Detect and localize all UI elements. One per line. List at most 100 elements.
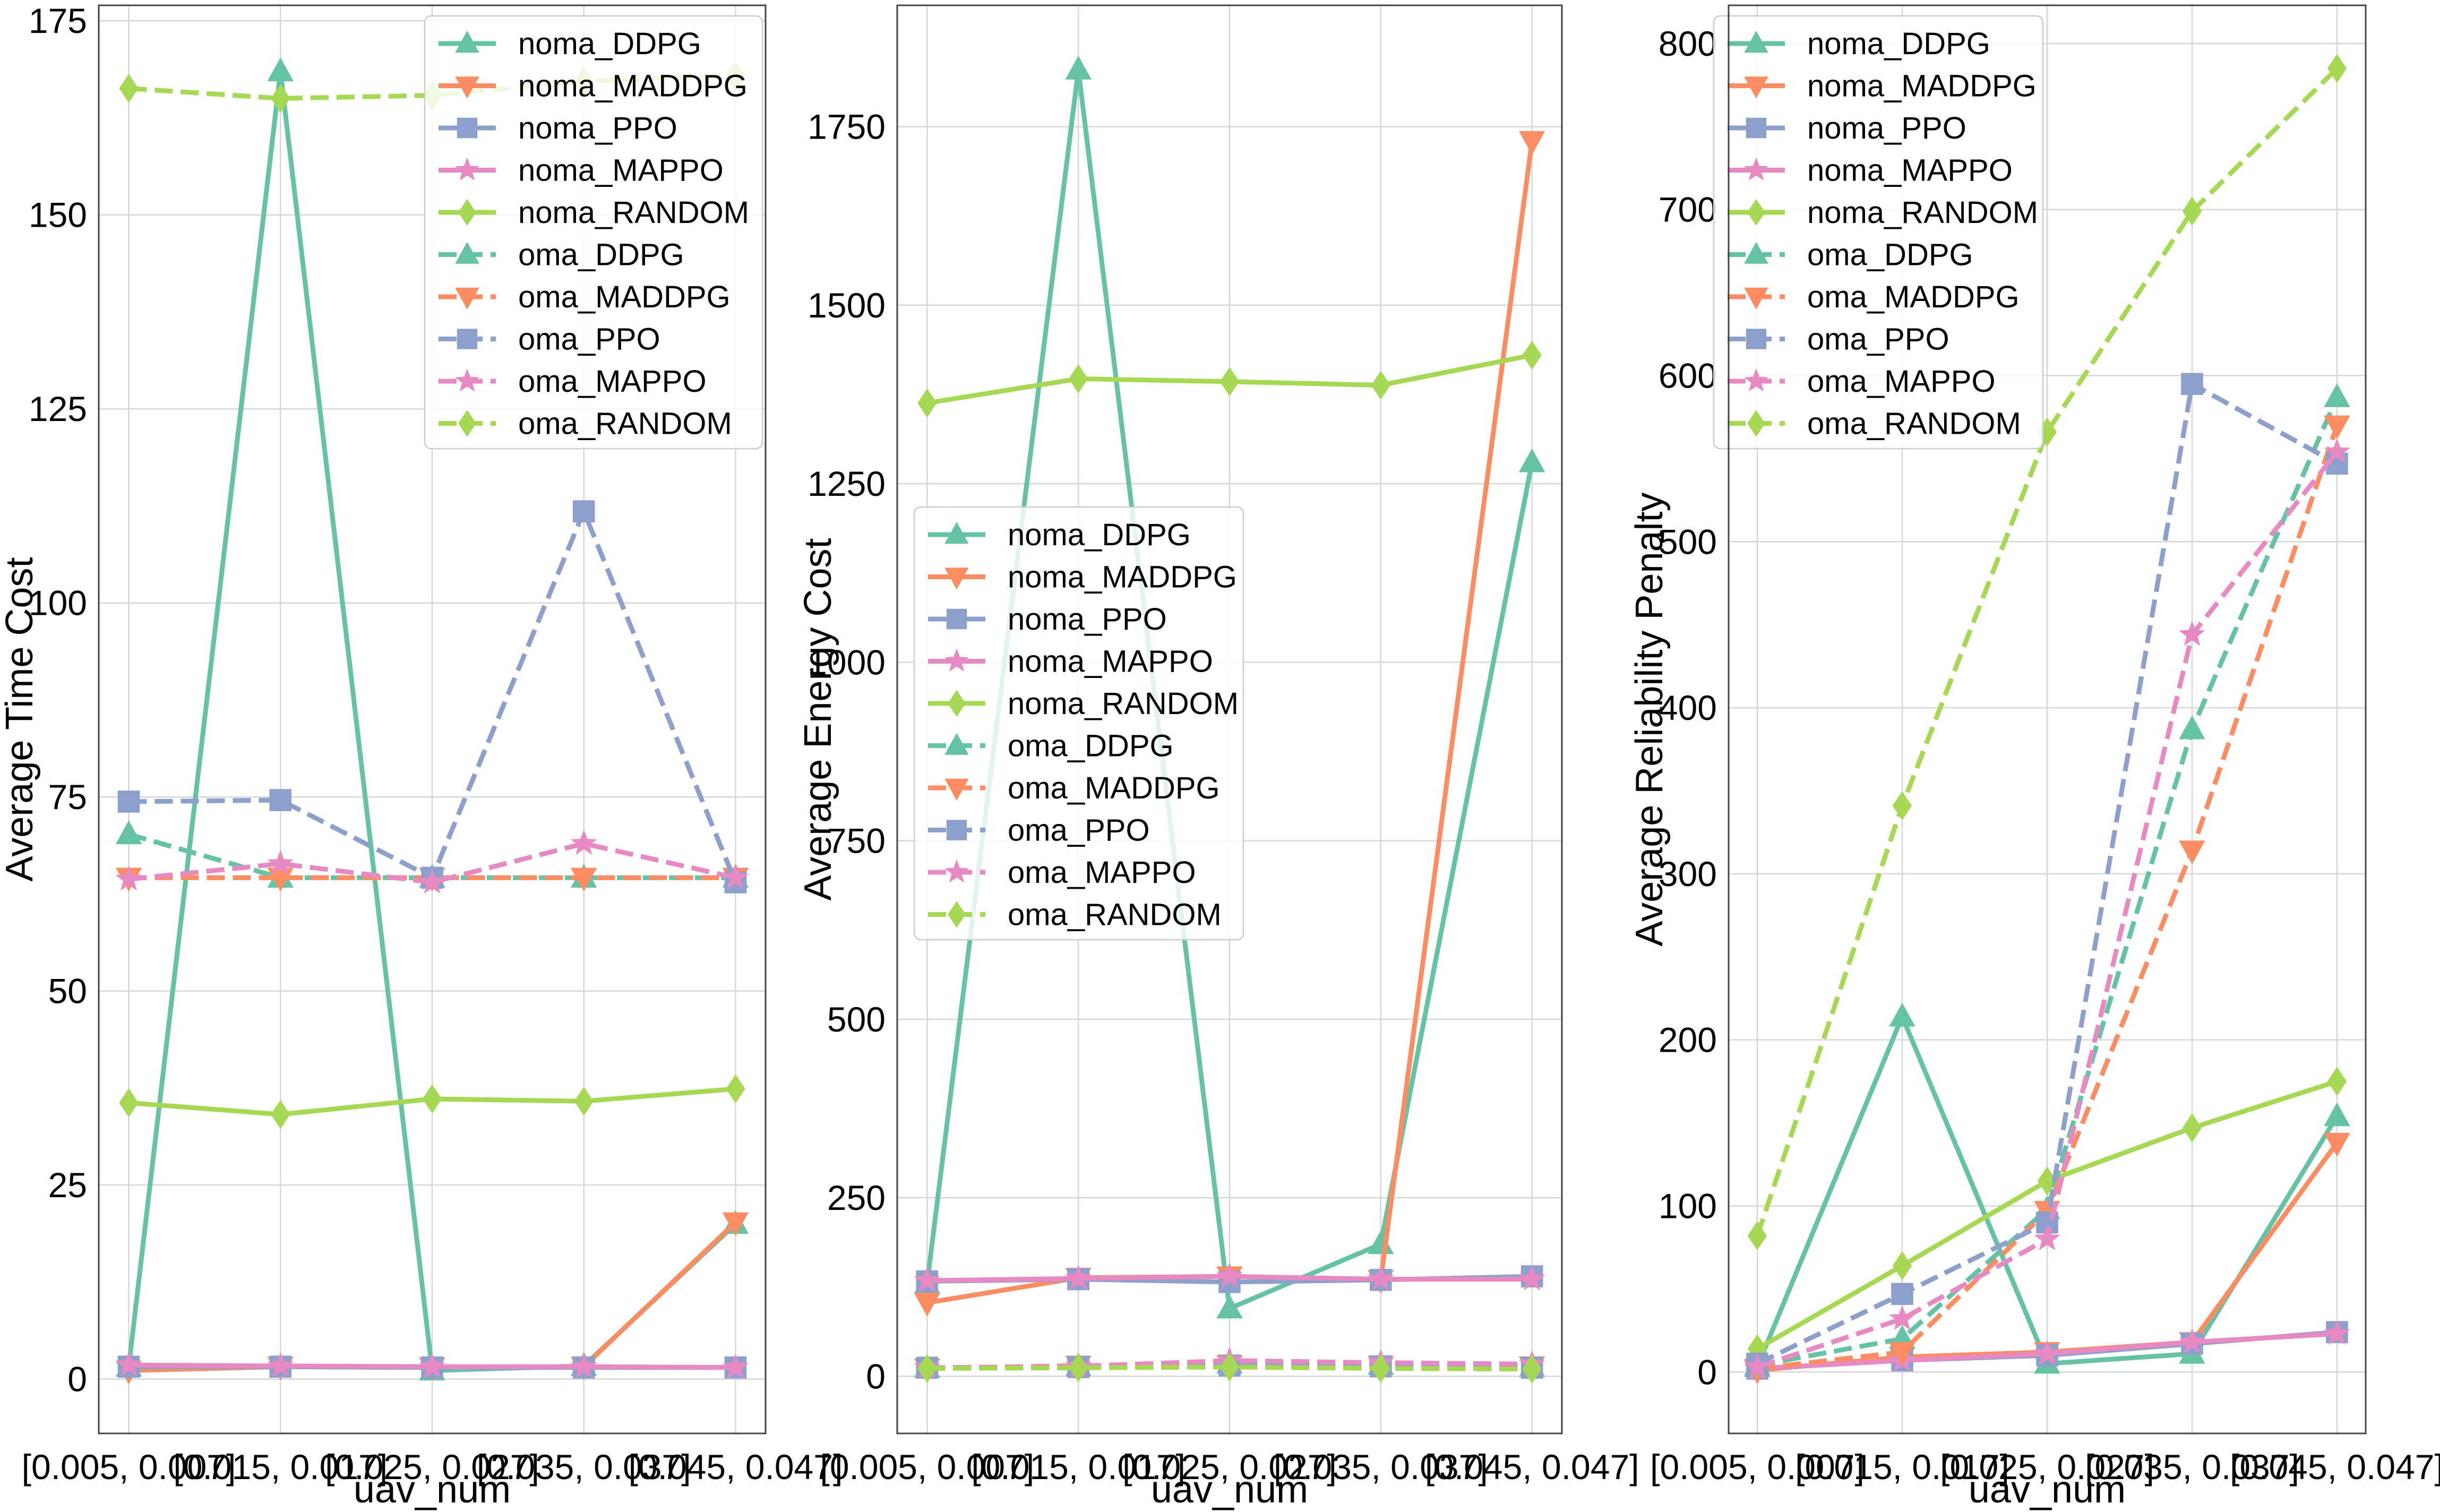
y-tick-label: 100	[1659, 1186, 1717, 1225]
data-point-oma-maddpg	[2324, 415, 2350, 440]
legend-marker-oma-maddpg	[944, 778, 969, 801]
data-point-oma-mappo	[571, 829, 597, 855]
legend-marker-oma-ddpg	[944, 733, 969, 755]
legend-label-noma-mappo: noma_MAPPO	[1008, 645, 1213, 679]
data-point-noma-ddpg	[2324, 1102, 2350, 1127]
x-tick-label: [0.025, 0.027]	[325, 1447, 539, 1487]
y-tick-label: 75	[48, 777, 87, 817]
y-axis-label: Average Energy Cost	[797, 538, 839, 900]
x-axis-label: uav_num	[1151, 1468, 1308, 1511]
legend-marker-noma-ddpg	[944, 522, 969, 544]
data-point-noma-random	[917, 388, 937, 418]
x-tick-label: [0.015, 0.017]	[1795, 1447, 2009, 1487]
data-point-noma-random	[271, 1099, 290, 1129]
data-point-oma-random	[271, 84, 290, 113]
legend-marker-noma-mappo	[455, 157, 479, 181]
data-point-oma-random	[2037, 417, 2057, 447]
legend-label-oma-ddpg: oma_DDPG	[1008, 729, 1174, 763]
legend-box	[1713, 15, 2044, 450]
legend-marker-noma-mappo	[1744, 157, 1768, 181]
legend-marker-oma-mappo	[944, 860, 969, 883]
x-tick-label: [0.015, 0.017]	[173, 1447, 388, 1487]
data-point-oma-random	[1747, 1221, 1767, 1251]
legend-label-oma-ppo: oma_PPO	[518, 322, 660, 357]
data-point-oma-mappo	[2034, 1225, 2060, 1251]
data-point-noma-ddpg	[1065, 56, 1092, 80]
legend-label-noma-ddpg: noma_DDPG	[1008, 518, 1191, 552]
data-point-noma-random	[2037, 1166, 2057, 1196]
x-tick-label: [0.005, 0.007]	[22, 1447, 236, 1487]
y-tick-label: 100	[29, 583, 87, 623]
data-point-noma-random	[2327, 1067, 2347, 1096]
data-point-noma-mappo	[571, 1353, 597, 1378]
series-group	[1744, 54, 2350, 1385]
data-point-oma-ppo	[1891, 1283, 1913, 1305]
data-point-oma-mappo	[2179, 621, 2205, 646]
plot-frame	[98, 4, 767, 1434]
data-point-oma-ppo	[572, 500, 595, 522]
y-tick-label: 125	[29, 389, 87, 428]
data-point-noma-maddpg	[1518, 131, 1545, 155]
data-point-noma-mappo	[267, 1352, 294, 1377]
legend-label-oma-random: oma_RANDOM	[1008, 898, 1222, 932]
data-point-noma-random	[1522, 340, 1542, 370]
data-point-oma-random	[2327, 54, 2347, 83]
x-tick-label: [0.045, 0.047]	[2230, 1447, 2440, 1487]
data-point-oma-ddpg	[2179, 715, 2205, 740]
legend-label-noma-random: noma_RANDOM	[1008, 686, 1239, 721]
y-tick-label: 0	[67, 1360, 87, 1399]
data-point-noma-mappo	[1065, 1265, 1092, 1290]
data-point-noma-ddpg	[1216, 1294, 1243, 1319]
legend-marker-noma-random	[948, 690, 966, 717]
legend-label-oma-random: oma_RANDOM	[518, 407, 732, 441]
legend-label-oma-ddpg: oma_DDPG	[1807, 238, 1973, 272]
series-line-oma-random	[1755, 66, 2339, 1237]
y-tick-label: 1750	[807, 107, 886, 147]
legend-label-oma-ppo: oma_PPO	[1008, 813, 1150, 848]
data-point-oma-ddpg	[2324, 383, 2350, 407]
data-point-noma-maddpg	[2324, 1132, 2350, 1157]
x-tick-label: [0.005, 0.007]	[820, 1447, 1035, 1487]
data-point-noma-mappo	[2324, 1320, 2350, 1345]
y-tick-label: 1500	[807, 286, 886, 325]
series-group	[914, 56, 1545, 1384]
legend-marker-oma-ppo	[1746, 329, 1767, 349]
legend-label-noma-mappo: noma_MAPPO	[1807, 153, 2013, 188]
data-point-noma-random	[1068, 364, 1088, 393]
data-point-oma-maddpg	[571, 867, 597, 892]
legend-label-oma-maddpg: oma_MADDPG	[1807, 280, 2020, 314]
x-tick-label: [0.045, 0.047]	[1425, 1447, 1639, 1487]
y-tick-label: 1250	[807, 464, 886, 503]
data-point-noma-mappo	[2034, 1339, 2060, 1365]
data-point-oma-random	[1892, 791, 1912, 820]
data-point-oma-mappo	[2324, 438, 2350, 463]
data-point-oma-random	[1068, 1353, 1088, 1382]
chart-panel-1: 0 25 50 75 100 125 150 175 [0.005, 0.007][0.015,…	[0, 1, 843, 1511]
data-point-oma-random	[1219, 1352, 1240, 1382]
y-tick-label: 800	[1659, 24, 1717, 63]
legend-label-oma-maddpg: oma_MADDPG	[1008, 771, 1220, 805]
data-point-noma-ddpg	[1368, 1230, 1394, 1255]
legend-label-noma-maddpg: noma_MADDPG	[1807, 69, 2037, 104]
y-tick-label: 1000	[807, 642, 886, 682]
legend-label-oma-maddpg: oma_MADDPG	[518, 280, 731, 314]
x-tick-label: [0.035, 0.037]	[2085, 1447, 2299, 1487]
data-point-noma-maddpg	[914, 1293, 941, 1317]
data-point-oma-mappo	[722, 864, 749, 889]
data-point-noma-random	[422, 1084, 442, 1114]
y-tick-label: 750	[827, 821, 886, 861]
data-point-noma-mappo	[1518, 1265, 1545, 1291]
legend-label-noma-ppo: noma_PPO	[1807, 111, 1966, 145]
y-tick-label: 0	[866, 1356, 886, 1396]
x-tick-label: [0.025, 0.027]	[1122, 1447, 1337, 1487]
legend-marker-noma-maddpg	[1744, 76, 1768, 99]
legend-label-noma-ddpg: noma_DDPG	[1807, 27, 1990, 61]
legend-marker-noma-maddpg	[944, 568, 969, 590]
data-point-oma-ppo	[269, 789, 292, 811]
legend: noma_DDPG noma_MADDPG noma_PPO noma_MAPPOno…	[913, 506, 1244, 941]
legend-marker-oma-ppo	[946, 820, 967, 840]
legend-marker-oma-random	[1747, 410, 1765, 437]
legend-marker-noma-mappo	[944, 648, 969, 672]
legend-marker-noma-ddpg	[455, 31, 479, 53]
